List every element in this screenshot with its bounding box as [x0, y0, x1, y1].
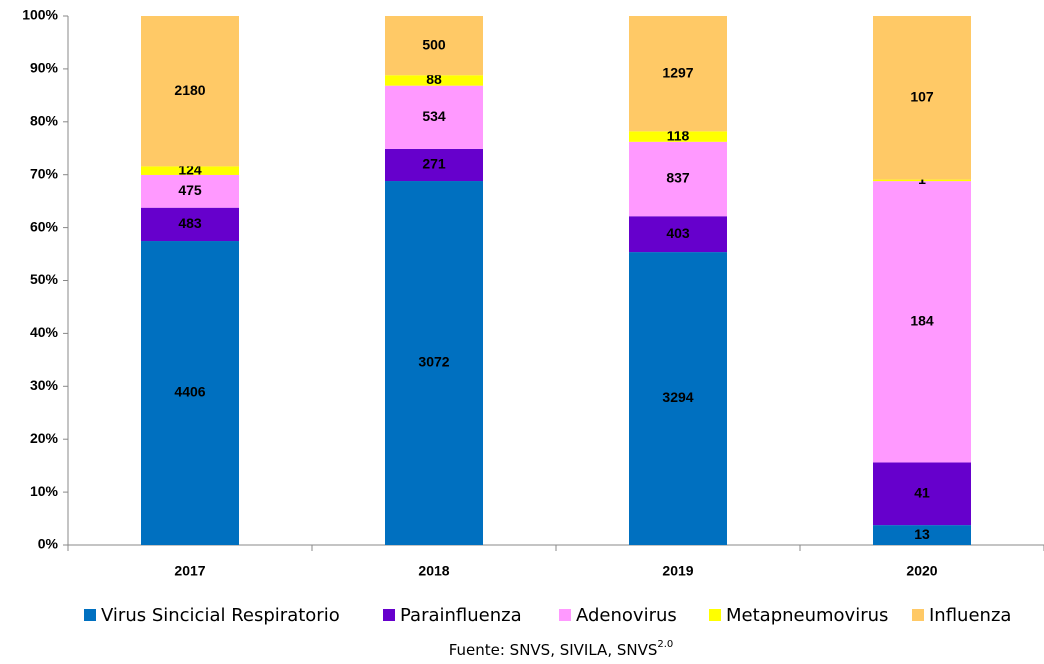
data-label: 184 — [910, 312, 934, 328]
data-label: 500 — [422, 36, 446, 52]
y-tick-label: 70% — [30, 165, 59, 181]
data-label: 41 — [914, 484, 930, 500]
bar-segment — [629, 141, 727, 217]
y-tick-label: 50% — [30, 271, 59, 287]
y-tick-label: 30% — [30, 377, 59, 393]
legend-label: Virus Sincicial Respiratorio — [101, 605, 340, 626]
bar-segment — [629, 216, 727, 253]
data-label: 534 — [422, 108, 446, 124]
data-label: 475 — [178, 182, 202, 198]
legend-label: Parainfluenza — [400, 605, 522, 626]
bar-segment — [141, 207, 239, 242]
y-tick-label: 90% — [30, 60, 59, 76]
x-tick-label: 2019 — [662, 563, 693, 579]
data-label: 4406 — [174, 384, 205, 400]
legend-label: Influenza — [929, 605, 1011, 626]
bar-segment — [141, 16, 239, 167]
bar-segment — [385, 16, 483, 76]
source-text: Fuente: SNVS, SIVILA, SNVS — [449, 641, 658, 659]
bar-segment — [629, 16, 727, 132]
y-tick-label: 10% — [30, 483, 59, 499]
legend-swatch — [84, 609, 96, 621]
y-tick-label: 60% — [30, 218, 59, 234]
bar-segment — [873, 525, 971, 545]
x-tick-label: 2017 — [174, 563, 205, 579]
bar-segment — [873, 179, 971, 182]
data-label: 2180 — [174, 82, 205, 98]
bar-segment — [141, 241, 239, 545]
data-label: 403 — [666, 225, 690, 241]
bar-segment — [141, 174, 239, 208]
bar-segment — [873, 16, 971, 180]
legend-swatch — [383, 609, 395, 621]
source: Fuente: SNVS, SIVILA, SNVS2.0 — [449, 639, 674, 659]
x-tick-label: 2020 — [906, 563, 937, 579]
legend-label: Metapneumovirus — [726, 605, 888, 626]
y-tick-label: 100% — [22, 7, 58, 23]
bar-segment — [629, 131, 727, 142]
source-superscript: 2.0 — [657, 639, 673, 650]
data-label: 13 — [914, 526, 930, 542]
x-tick-label: 2018 — [418, 563, 449, 579]
bar-segment — [873, 181, 971, 463]
bar-segment — [385, 148, 483, 182]
legend-swatch — [912, 609, 924, 621]
data-label: 3072 — [418, 354, 449, 370]
data-label: 3294 — [662, 389, 693, 405]
y-tick-label: 80% — [30, 113, 59, 129]
bar-segment — [385, 181, 483, 546]
data-label: 271 — [422, 156, 446, 172]
data-label: 483 — [178, 215, 202, 231]
data-label: 107 — [910, 88, 934, 104]
bar-segment — [141, 166, 239, 175]
bar-segment — [385, 85, 483, 149]
y-tick-label: 40% — [30, 324, 59, 340]
bar-segment — [629, 252, 727, 545]
data-label: 837 — [666, 170, 690, 186]
y-tick-label: 0% — [38, 536, 59, 552]
bar-segment — [873, 462, 971, 526]
legend-label: Adenovirus — [576, 605, 677, 626]
legend-swatch — [559, 609, 571, 621]
data-label: 1297 — [662, 64, 693, 80]
bar-segment — [385, 75, 483, 86]
y-tick-label: 20% — [30, 430, 59, 446]
legend-swatch — [709, 609, 721, 621]
